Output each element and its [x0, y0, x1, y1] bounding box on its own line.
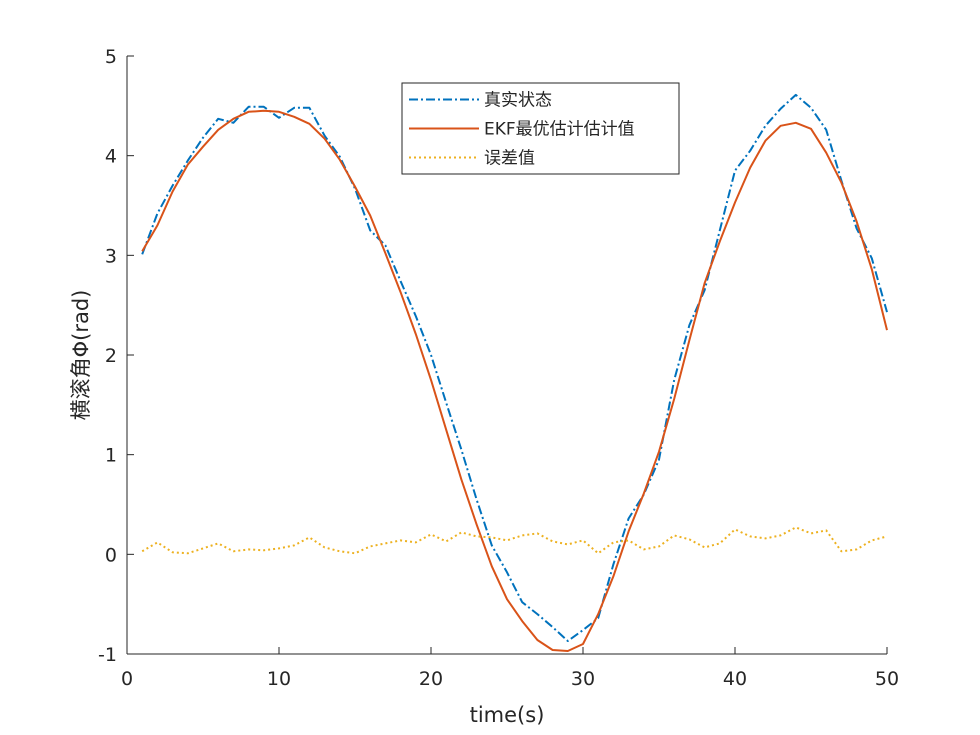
y-tick-label: -1	[98, 644, 117, 666]
y-tick-label: 5	[105, 46, 117, 68]
x-tick-label: 10	[267, 668, 291, 690]
series-layer	[141, 93, 888, 652]
series-line-1	[141, 93, 888, 642]
legend-label: 真实状态	[484, 91, 552, 111]
x-tick-label: 20	[419, 668, 443, 690]
y-tick-label: 4	[105, 146, 117, 168]
legend-label: 误差值	[484, 149, 535, 169]
x-tick-label: 50	[875, 668, 899, 690]
y-tick-label: 3	[105, 245, 117, 267]
x-axis-label: time(s)	[470, 703, 545, 727]
x-tick-label: 40	[723, 668, 747, 690]
y-tick-label: 0	[105, 544, 117, 566]
y-axis-label: 横滚角Φ(rad)	[69, 290, 93, 421]
x-tick-label: 0	[121, 668, 133, 690]
x-tick-label: 30	[571, 668, 595, 690]
series-line-3	[141, 526, 888, 555]
y-tick-label: 1	[105, 445, 117, 467]
y-tick-label: 2	[105, 345, 117, 367]
series-line-2	[141, 109, 888, 652]
legend-label: EKF最优估计估计值	[484, 120, 635, 140]
